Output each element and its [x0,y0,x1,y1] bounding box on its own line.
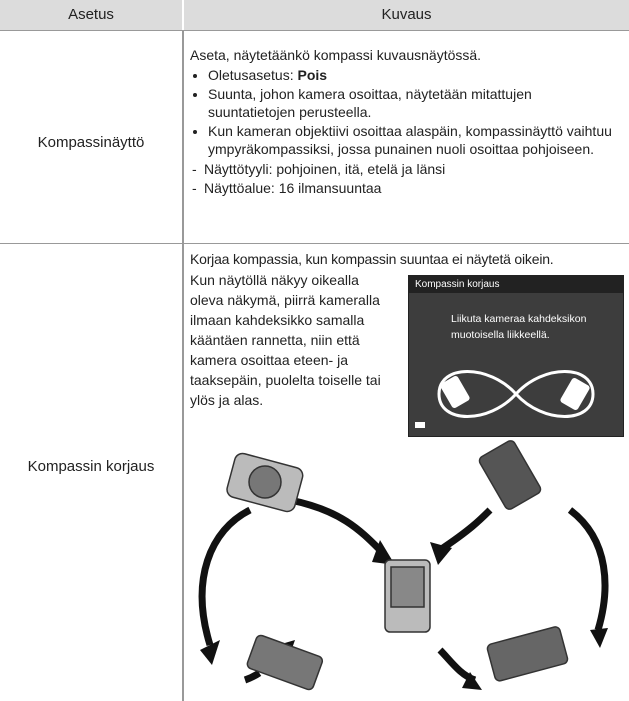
calibration-illustration [198,440,609,691]
intro: Aseta, näytetäänkö kompassi kuvausnäytös… [190,47,482,63]
bullet: Kun kameran objektiivi osoittaa alaspäin… [208,122,620,158]
screen-message: Liikuta kameraa kahdeksikon muotoisella … [451,313,587,341]
bullets: Oletusasetus: Pois Suunta, johon kamera … [190,66,620,158]
setting-name: Kompassinäyttö [37,134,145,151]
bullet: Oletusasetus: Pois [208,66,620,84]
intro: Korjaa kompassia, kun kompassin suuntaa … [190,251,554,267]
description: Aseta, näytetäänkö kompassi kuvausnäytös… [190,46,620,198]
body-text: Kun näytöllä näkyy oikealla oleva näkymä… [190,272,381,408]
screen-title: Kompassin korjaus [409,276,623,293]
header-cell: Kuvaus [184,0,629,30]
row-border [0,243,629,244]
sub-bullet: Näyttötyyli: pohjoinen, itä, etelä ja lä… [204,160,620,178]
row-border [0,30,629,31]
header-cell: Asetus [0,0,182,30]
default-value: Pois [297,67,328,83]
column-border [182,30,184,701]
figure-eight-icon [415,370,595,428]
sub-bullet: Näyttöalue: 16 ilmansuuntaa [204,179,620,197]
default-label: Oletusasetus: [208,67,294,83]
header-divider [182,0,184,30]
bullet: Suunta, johon kamera osoittaa, näytetään… [208,85,620,121]
screen: Kompassin korjaus Liikuta kameraa kahdek… [408,275,624,437]
sub-bullets: Näyttötyyli: pohjoinen, itä, etelä ja lä… [190,160,620,197]
setting-name: Kompassin korjaus [27,458,155,475]
